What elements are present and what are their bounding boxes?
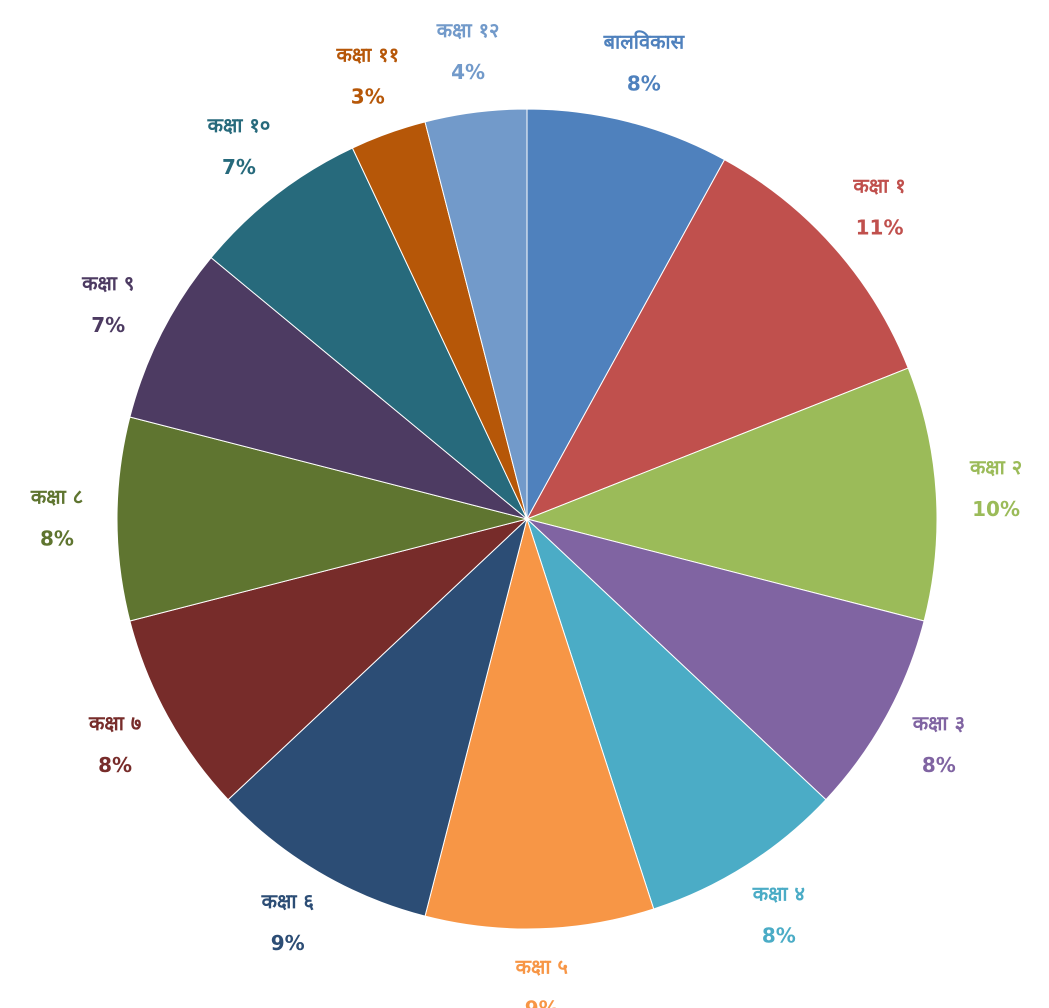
slice-percent-label: 8% [762, 923, 796, 947]
pie-slice [227, 517, 528, 917]
slice-category-label: बालविकास [603, 29, 686, 53]
pie-slice [424, 517, 655, 930]
slice-category-label: कक्षा ७ [88, 711, 141, 735]
slice-category-label: कक्षा ५ [515, 954, 568, 978]
slice-category-label: कक्षा ९ [81, 271, 134, 295]
slice-category-label: कक्षा ३ [912, 711, 965, 735]
slice-percent-label: 4% [451, 60, 485, 84]
slice-percent-label: 8% [98, 753, 132, 777]
slice-category-label: कक्षा १० [207, 113, 271, 137]
slice-percent-label: 8% [627, 71, 661, 95]
pie-slice [129, 256, 528, 520]
slice-category-label: कक्षा २ [969, 455, 1022, 479]
pie-labels: बालविकास 8% कक्षा १ 11% कक्षा २ 10% कक्षा ३ 8% क… [30, 18, 1022, 1008]
pie-slice [210, 147, 528, 520]
pie-slice [129, 518, 528, 801]
slice-percent-label: 7% [222, 155, 256, 179]
slice-percent-label: 8% [40, 527, 74, 551]
pie-slice [526, 518, 925, 801]
pie-slice [525, 367, 938, 622]
pie-slice [526, 518, 827, 910]
pie-slice [116, 416, 528, 622]
slice-percent-label: 3% [351, 84, 385, 108]
slice-percent-label: 7% [91, 313, 125, 337]
slice-percent-label: 11% [856, 216, 904, 240]
slice-percent-label: 9% [525, 996, 559, 1008]
slice-percent-label: 8% [922, 753, 956, 777]
pie-slice [424, 108, 528, 520]
slice-category-label: कक्षा १ [852, 174, 905, 198]
slice-percent-label: 9% [271, 931, 305, 955]
slice-percent-label: 10% [972, 497, 1020, 521]
slice-category-label: कक्षा ४ [752, 881, 805, 905]
slice-category-label: कक्षा ८ [30, 485, 83, 509]
slice-category-label: कक्षा १२ [436, 18, 500, 42]
slice-category-label: कक्षा ६ [261, 889, 315, 913]
pie-slice [526, 108, 726, 520]
pie-slices [116, 108, 938, 930]
slice-category-label: कक्षा ११ [335, 42, 399, 66]
pie-slice [525, 159, 909, 520]
